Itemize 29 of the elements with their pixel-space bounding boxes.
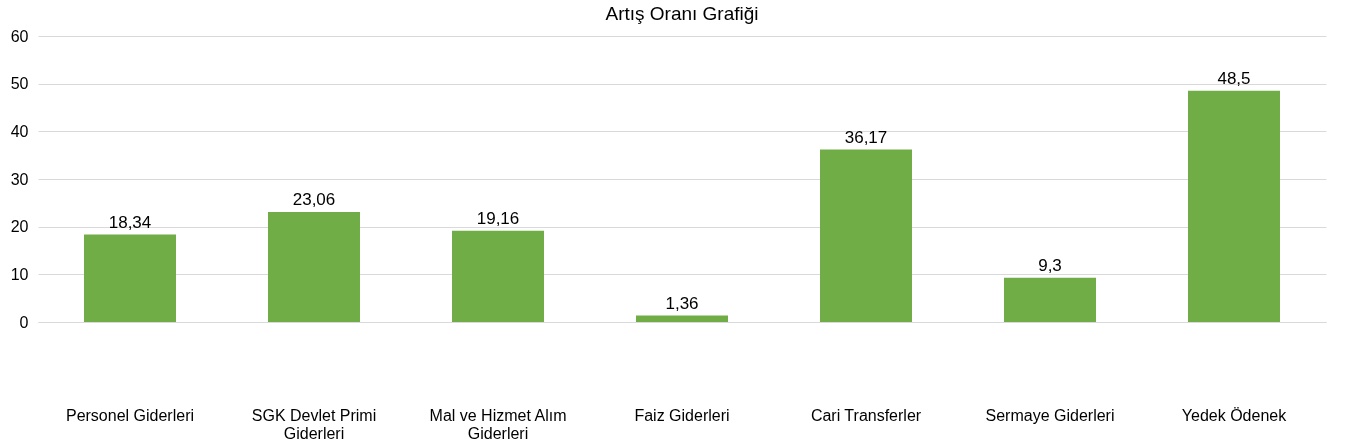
bar	[636, 315, 728, 322]
bar	[84, 234, 176, 322]
x-tick-label: Sermaye Giderleri	[985, 406, 1115, 424]
y-tick-label: 30	[10, 170, 29, 188]
bar	[268, 212, 360, 322]
x-tick-label: Cari Transferler	[810, 406, 922, 424]
y-tick-label: 60	[10, 27, 29, 45]
data-label: 23,06	[292, 190, 336, 210]
x-tick-label: Faiz Giderleri	[634, 406, 730, 424]
x-tick-label: Personel Giderleri	[65, 406, 195, 424]
data-label: 36,17	[844, 127, 888, 147]
bar	[1188, 90, 1280, 322]
x-tick-label: Mal ve Hizmet Alım Giderleri	[429, 406, 567, 442]
y-tick-label: 0	[19, 313, 29, 331]
x-tick-label: SGK Devlet Primi Giderleri	[251, 406, 377, 442]
data-label: 18,34	[108, 212, 152, 232]
bar	[1004, 277, 1096, 322]
y-tick-label: 10	[10, 265, 29, 283]
bar	[452, 230, 544, 322]
y-tick-label: 20	[10, 218, 29, 236]
data-label: 48,5	[1217, 68, 1251, 88]
y-tick-label: 50	[10, 75, 29, 93]
bar	[820, 149, 912, 322]
chart-title: Artış Oranı Grafiği	[605, 3, 759, 24]
data-label: 19,16	[476, 208, 520, 228]
data-label: 1,36	[665, 293, 699, 313]
data-label: 9,3	[1038, 255, 1062, 275]
y-tick-label: 40	[10, 122, 29, 140]
x-tick-label: Yedek Ödenek	[1181, 406, 1288, 424]
